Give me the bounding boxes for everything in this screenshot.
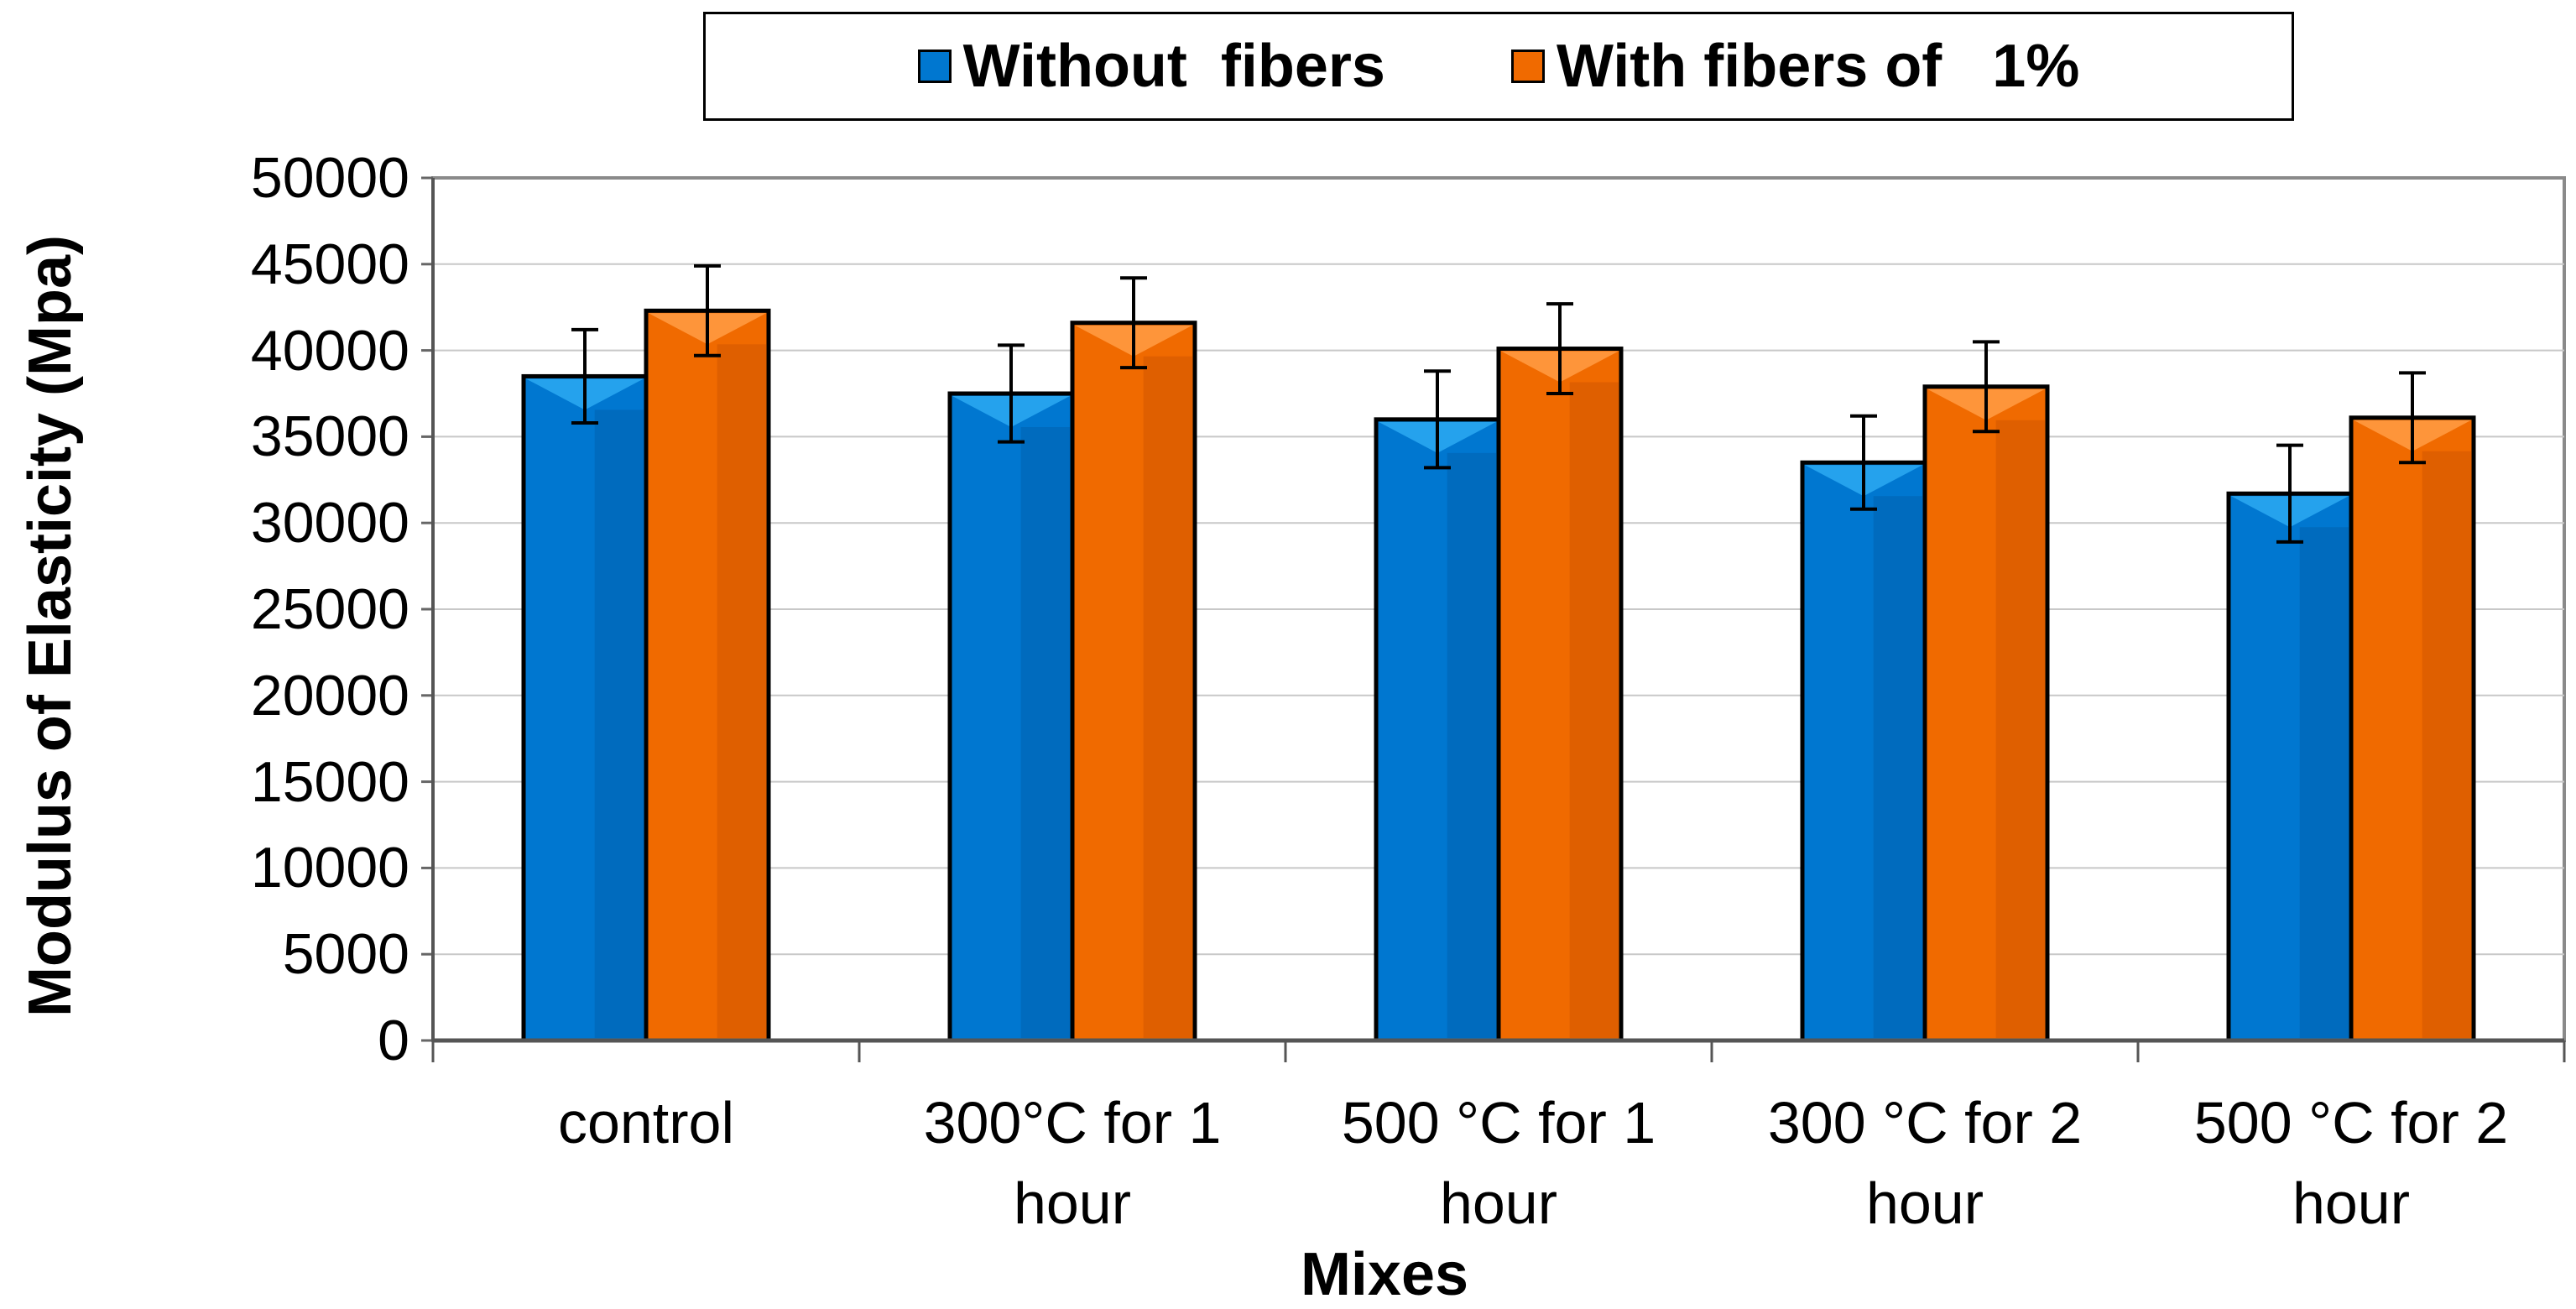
y-tick-label: 15000 [250,749,409,814]
y-tick-label: 35000 [250,404,409,469]
bar-shade [1143,356,1192,1039]
y-tick-label: 50000 [250,146,409,210]
bar-with-fibers [644,308,771,1043]
bar-shade [1873,496,1922,1038]
y-tick-label: 10000 [250,836,409,900]
bar-without-fibers [521,373,649,1043]
y-axis-label: Modulus of Elasticity (Mpa) [17,234,84,1018]
error-bar [1424,369,1451,470]
error-bars [571,263,2426,544]
x-tick-label: 500 °C for 1 hour [1341,1090,1656,1236]
y-tick-label: 5000 [282,922,409,987]
bar-with-fibers [1922,384,2050,1043]
bar-without-fibers [947,391,1075,1043]
axes [431,178,2566,1062]
bar-with-fibers [1496,347,1624,1043]
error-bar [2276,443,2303,544]
legend-entry-without-fibers: Without fibers [917,32,1385,101]
x-axis-label: Mixes [1300,1241,1469,1308]
y-tick-label: 40000 [250,318,409,383]
legend-label-with-fibers: With fibers of 1% [1556,33,2080,100]
bar-shade [2422,451,2471,1038]
bar-shade [1569,382,1619,1038]
bar-with-fibers [2349,415,2476,1043]
legend-label-without-fibers: Without fibers [962,33,1385,100]
x-tick-label: control [557,1090,735,1155]
error-bar [571,327,598,425]
bar-shade [1447,452,1496,1038]
x-tick-label: 300 °C for 2 hour [1767,1090,2083,1236]
bar-marks [521,308,2476,1043]
legend: Without fibers With fibers of 1% [703,12,2294,121]
bar-shade [1995,420,2045,1038]
error-bar [1850,414,1877,511]
error-bar [1546,302,1573,395]
bar-shade [1020,427,1070,1038]
x-tick-label: 500 °C for 2 hour [2193,1090,2509,1236]
y-tick-label: 0 [378,1009,409,1072]
bar-shade [717,344,766,1038]
error-bar [1120,276,1147,370]
bar-without-fibers [2226,491,2354,1043]
error-bar [1973,340,2000,434]
legend-swatch-with-fibers [1510,50,1545,83]
legend-swatch-without-fibers [917,50,952,83]
error-bar [2399,371,2426,465]
legend-entry-with-fibers: With fibers of 1% [1510,32,2080,101]
bar-without-fibers [1374,417,1501,1043]
error-bar [998,343,1025,444]
x-tick-label: 300°C for 1 hour [923,1090,1222,1236]
bar-with-fibers [1070,321,1197,1043]
bar-shade [594,409,644,1038]
bar-shade [2299,527,2349,1038]
y-tick-label: 25000 [250,577,409,641]
y-tick-label: 20000 [250,663,409,728]
bar-without-fibers [1800,460,1927,1043]
y-tick-label: 30000 [250,491,409,555]
y-tick-label: 45000 [250,232,409,296]
error-bar [694,263,721,357]
